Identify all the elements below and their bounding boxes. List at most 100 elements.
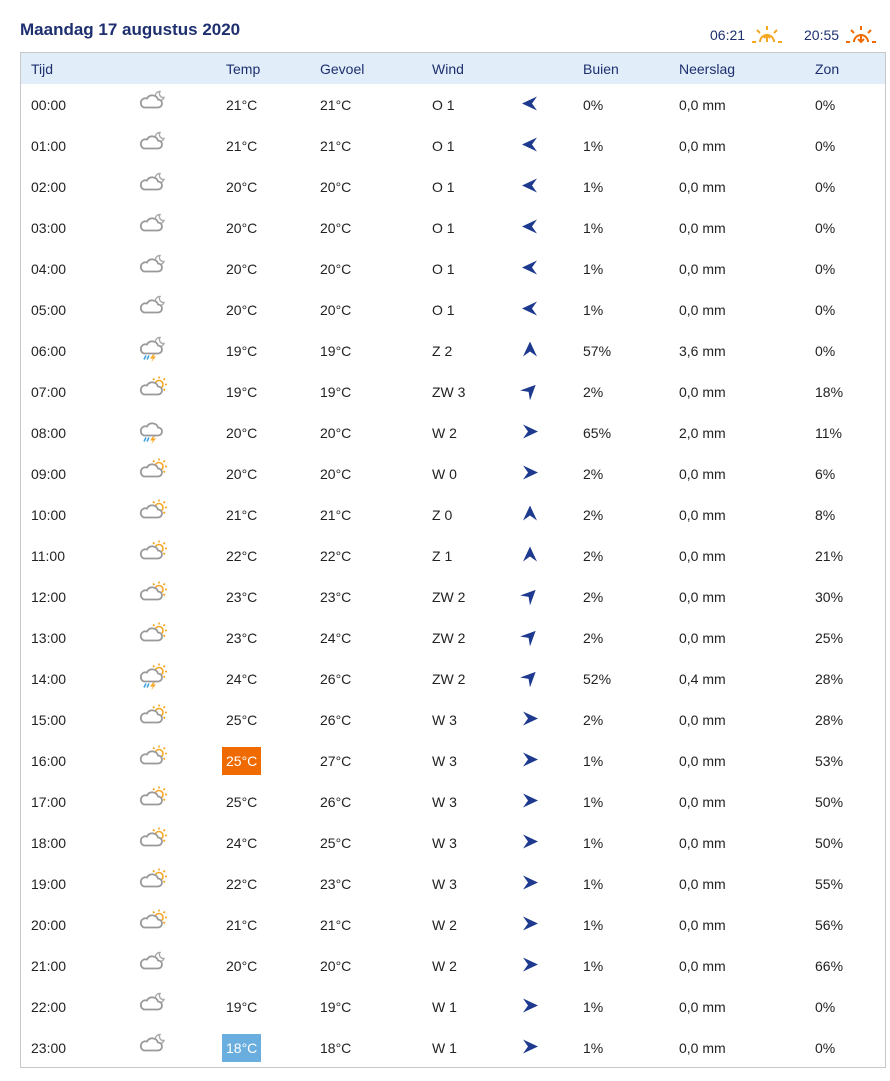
precipitation: 0,0 mm <box>679 1039 726 1056</box>
time: 20:00 <box>31 916 67 933</box>
sunshine: 21% <box>815 547 844 564</box>
temperature: 22°C <box>226 547 258 564</box>
sun-thunder-icon <box>137 662 169 695</box>
sunrise: 06:21 <box>710 24 785 46</box>
sunshine: 53% <box>815 752 844 769</box>
sun-cloud-icon <box>137 621 169 654</box>
temperature: 25°C <box>226 711 258 728</box>
precipitation: 0,0 mm <box>679 506 726 523</box>
wind-direction-arrow-icon <box>521 955 539 976</box>
feels-like: 20°C <box>320 219 352 236</box>
temperature: 20°C <box>226 301 258 318</box>
night-cloud-icon <box>137 170 169 203</box>
table-row: 17:00 25°C 26°C W 3 1% 0,0 mm 50% <box>21 781 885 822</box>
feels-like: 26°C <box>320 793 352 810</box>
night-thunder-icon <box>137 334 169 367</box>
table-body: 00:00 21°C 21°C O 1 0% 0,0 mm 0% 01:00 21… <box>21 84 885 1068</box>
table-row: 14:00 24°C 26°C ZW 2 52% 0,4 mm 28% <box>21 658 885 699</box>
sunshine: 6% <box>815 465 836 482</box>
table-row: 21:00 20°C 20°C W 2 1% 0,0 mm 66% <box>21 945 885 986</box>
night-cloud-icon <box>137 949 169 982</box>
time: 16:00 <box>31 752 67 769</box>
time: 10:00 <box>31 506 67 523</box>
table-row: 11:00 22°C 22°C Z 1 2% 0,0 mm 21% <box>21 535 885 576</box>
wind-direction-arrow-icon <box>521 340 539 361</box>
precipitation: 0,0 mm <box>679 916 726 933</box>
sunshine: 28% <box>815 711 844 728</box>
wind: Z 2 <box>432 342 453 359</box>
time: 07:00 <box>31 383 67 400</box>
wind: W 2 <box>432 916 457 933</box>
wind: Z 1 <box>432 547 453 564</box>
wind: W 3 <box>432 793 457 810</box>
feels-like: 22°C <box>320 547 352 564</box>
showers: 1% <box>583 957 604 974</box>
time: 18:00 <box>31 834 67 851</box>
sun-small-cloud-icon <box>137 785 169 818</box>
wind-direction-arrow-icon <box>521 1037 539 1058</box>
time: 04:00 <box>31 260 67 277</box>
sun-cloud-icon <box>137 580 169 613</box>
sunshine: 0% <box>815 342 836 359</box>
table-row: 22:00 19°C 19°C W 1 1% 0,0 mm 0% <box>21 986 885 1027</box>
sunshine: 25% <box>815 629 844 646</box>
precipitation: 0,4 mm <box>679 670 726 687</box>
wind: O 1 <box>432 301 455 318</box>
precipitation: 3,6 mm <box>679 342 726 359</box>
temperature: 20°C <box>226 260 258 277</box>
temperature: 20°C <box>226 957 258 974</box>
wind: O 1 <box>432 137 455 154</box>
temperature: 19°C <box>226 342 258 359</box>
feels-like: 21°C <box>320 137 352 154</box>
hourly-table: Tijd Temp Gevoel Wind Buien Neerslag Zon… <box>20 52 886 1068</box>
wind-direction-arrow-icon <box>521 258 539 279</box>
wind-direction-arrow-icon <box>520 668 539 689</box>
time: 22:00 <box>31 998 67 1015</box>
time: 06:00 <box>31 342 67 359</box>
showers: 1% <box>583 1039 604 1056</box>
precipitation: 0,0 mm <box>679 219 726 236</box>
showers: 2% <box>583 711 604 728</box>
table-row: 23:00 18°C 18°C W 1 1% 0,0 mm 0% <box>21 1027 885 1068</box>
table-row: 10:00 21°C 21°C Z 0 2% 0,0 mm 8% <box>21 494 885 535</box>
wind: W 3 <box>432 834 457 851</box>
table-row: 15:00 25°C 26°C W 3 2% 0,0 mm 28% <box>21 699 885 740</box>
sunset-icon <box>846 26 877 44</box>
temperature: 23°C <box>226 588 258 605</box>
temperature: 24°C <box>226 670 258 687</box>
table-row: 16:00 25°C 27°C W 3 1% 0,0 mm 53% <box>21 740 885 781</box>
sunset-time: 20:55 <box>804 27 840 43</box>
feels-like: 19°C <box>320 342 352 359</box>
wind: W 3 <box>432 752 457 769</box>
feels-like: 18°C <box>320 1039 352 1056</box>
page-title: Maandag 17 augustus 2020 <box>20 20 241 39</box>
precipitation: 0,0 mm <box>679 137 726 154</box>
col-temp: Temp <box>226 60 261 77</box>
wind: W 2 <box>432 957 457 974</box>
showers: 1% <box>583 916 604 933</box>
table-row: 05:00 20°C 20°C O 1 1% 0,0 mm 0% <box>21 289 885 330</box>
feels-like: 19°C <box>320 383 352 400</box>
sunshine: 0% <box>815 137 836 154</box>
temperature: 18°C <box>222 1033 262 1062</box>
precipitation: 0,0 mm <box>679 875 726 892</box>
showers: 2% <box>583 465 604 482</box>
temperature: 21°C <box>226 137 258 154</box>
showers: 2% <box>583 629 604 646</box>
temperature: 20°C <box>226 178 258 195</box>
table-row: 12:00 23°C 23°C ZW 2 2% 0,0 mm 30% <box>21 576 885 617</box>
showers: 65% <box>583 424 612 441</box>
feels-like: 21°C <box>320 96 352 113</box>
sun-cloud-icon <box>137 539 169 572</box>
table-row: 04:00 20°C 20°C O 1 1% 0,0 mm 0% <box>21 248 885 289</box>
sun-small-cloud-icon <box>137 826 169 859</box>
wind: W 1 <box>432 1039 457 1056</box>
sun-cloud-icon <box>137 375 169 408</box>
showers: 57% <box>583 342 612 359</box>
temperature: 21°C <box>226 96 258 113</box>
sun-small-cloud-icon <box>137 703 169 736</box>
precipitation: 0,0 mm <box>679 998 726 1015</box>
sun-small-cloud-icon <box>137 908 169 941</box>
table-row: 02:00 20°C 20°C O 1 1% 0,0 mm 0% <box>21 166 885 207</box>
feels-like: 20°C <box>320 465 352 482</box>
